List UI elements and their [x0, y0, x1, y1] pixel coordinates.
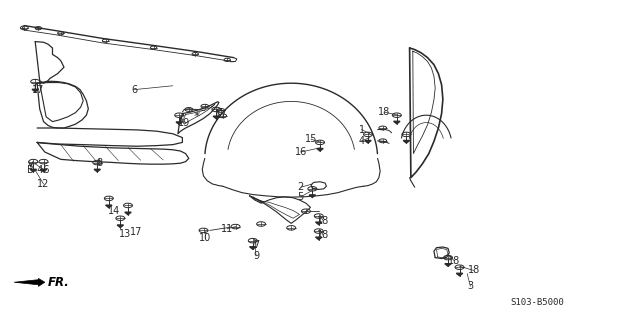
Text: S103-B5000: S103-B5000 [511, 298, 564, 307]
Text: 6: 6 [131, 84, 138, 95]
Polygon shape [213, 116, 220, 119]
Polygon shape [117, 225, 124, 228]
Text: 18: 18 [317, 216, 330, 226]
Polygon shape [456, 273, 463, 276]
Polygon shape [106, 205, 112, 208]
Polygon shape [14, 278, 45, 286]
Text: 2: 2 [298, 182, 304, 192]
Text: 15: 15 [305, 134, 317, 144]
Text: FR.: FR. [48, 276, 70, 289]
Text: 18: 18 [317, 230, 330, 240]
Text: 11: 11 [221, 224, 234, 234]
Text: 12: 12 [37, 179, 50, 189]
Polygon shape [403, 140, 410, 143]
Text: 18: 18 [467, 265, 480, 276]
Text: 3: 3 [467, 281, 474, 292]
Polygon shape [317, 148, 323, 151]
Text: 18: 18 [378, 107, 390, 117]
Polygon shape [445, 264, 451, 266]
Polygon shape [250, 247, 256, 249]
Text: 19: 19 [178, 118, 191, 128]
Text: 5: 5 [298, 192, 304, 202]
Text: 17: 17 [214, 110, 227, 120]
Polygon shape [316, 222, 322, 225]
Text: 7: 7 [253, 240, 259, 250]
Text: 1: 1 [358, 124, 365, 135]
Text: 4: 4 [358, 136, 365, 146]
Text: 9: 9 [253, 251, 259, 261]
Polygon shape [30, 169, 36, 172]
Polygon shape [394, 121, 400, 124]
Polygon shape [32, 89, 38, 92]
Polygon shape [316, 237, 322, 240]
Text: *: * [194, 110, 200, 123]
Polygon shape [94, 169, 100, 172]
Text: 10: 10 [198, 233, 211, 244]
Polygon shape [309, 195, 316, 197]
Polygon shape [40, 169, 47, 172]
Text: 16: 16 [294, 147, 307, 157]
Text: 13: 13 [118, 228, 131, 239]
Text: 18: 18 [448, 256, 461, 266]
Text: 17: 17 [32, 84, 45, 95]
Text: 17: 17 [130, 227, 143, 237]
Polygon shape [125, 212, 131, 215]
Text: 8: 8 [96, 158, 102, 168]
Text: B-46: B-46 [27, 164, 50, 175]
Polygon shape [176, 122, 182, 124]
Text: 14: 14 [108, 206, 120, 216]
Polygon shape [365, 140, 371, 143]
